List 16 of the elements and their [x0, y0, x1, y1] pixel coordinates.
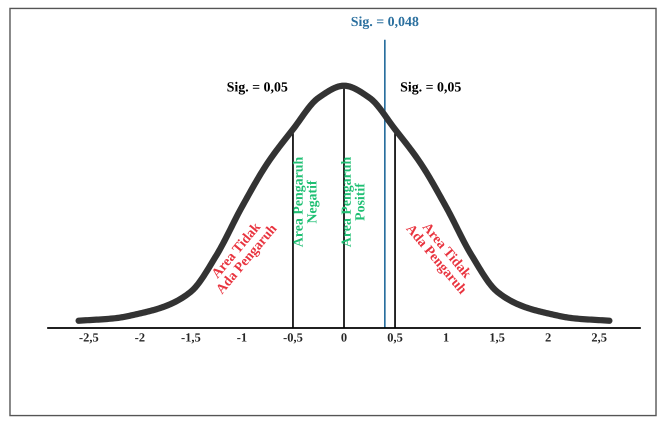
x-tick-label: -2 [135, 333, 145, 342]
annotation: Area Pengaruh Positif [341, 157, 365, 248]
annotation: Sig. = 0,05 [227, 82, 288, 94]
x-tick-label: -0,5 [284, 333, 302, 344]
annotation: Sig. = 0,05 [400, 82, 461, 94]
x-tick-label: 1 [444, 333, 449, 342]
text: Sig. = 0,048 [352, 16, 418, 30]
x-tick-label: 2 [546, 333, 551, 342]
x-tick-label: 0 [341, 333, 347, 342]
x-tick-label: -2,5 [79, 333, 98, 344]
annotation: Area Pengaruh Negatif [292, 157, 320, 248]
x-tick-label: 0,5 [388, 333, 402, 344]
x-tick-label: -1 [237, 333, 246, 342]
x-tick-label: 2,5 [592, 333, 607, 344]
x-tick-label: 1,5 [490, 333, 504, 344]
x-tick-label: -1,5 [181, 333, 200, 344]
